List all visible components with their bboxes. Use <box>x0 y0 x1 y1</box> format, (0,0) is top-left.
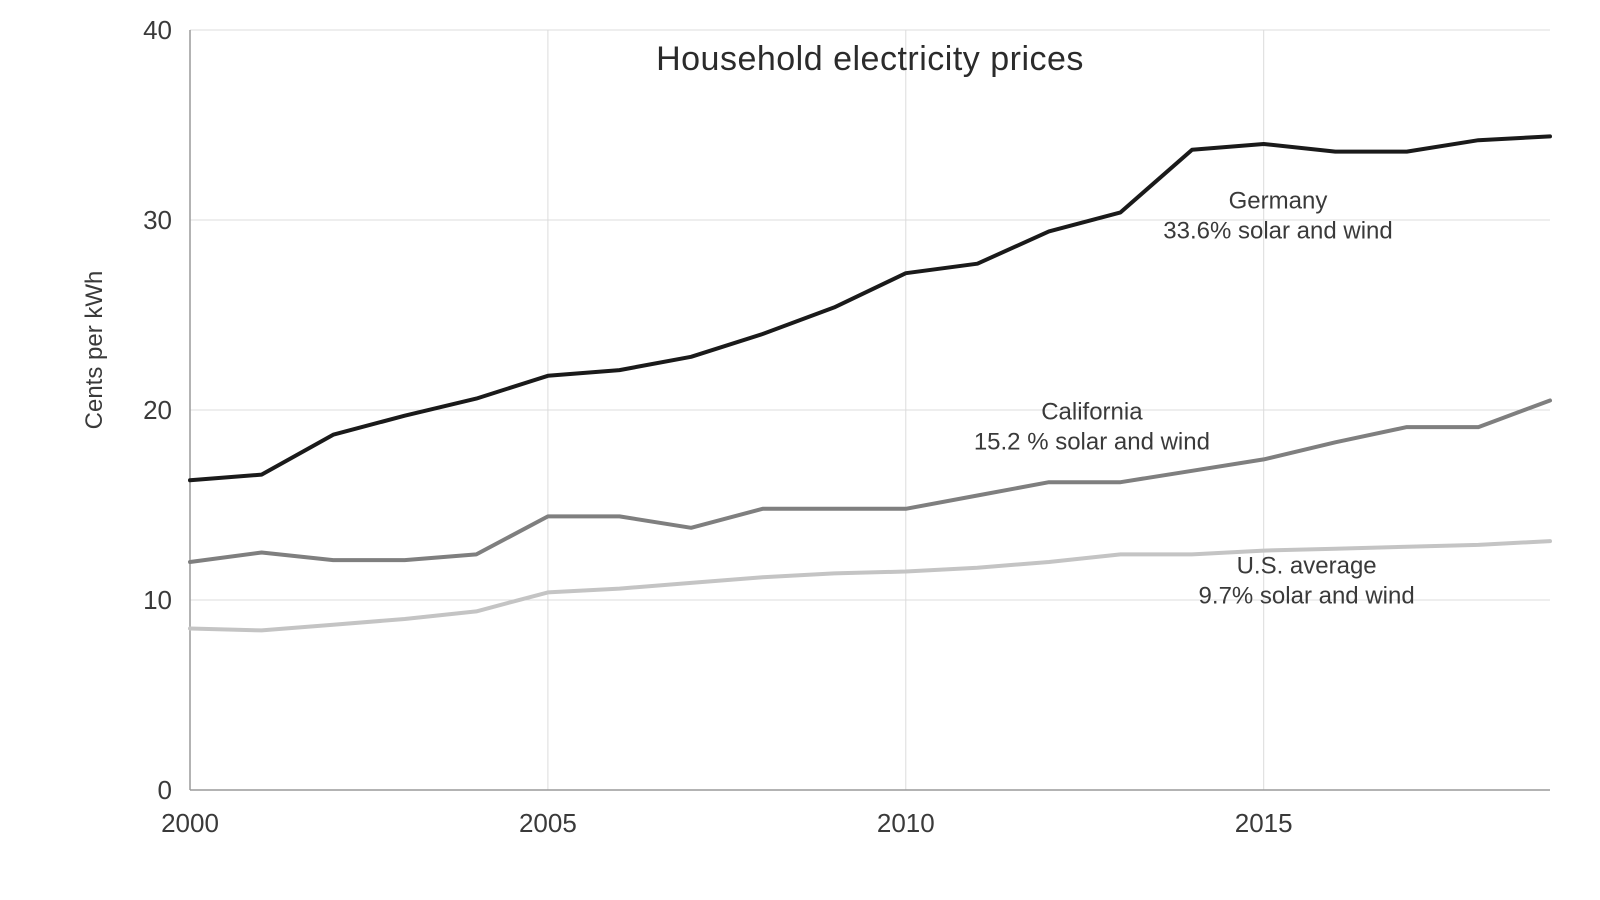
chart-svg: 0 10 20 30 40 2000 2005 2010 2015 Cents per kWh Ho… <box>0 0 1600 900</box>
y-tick-label: 40 <box>143 15 172 45</box>
series-label: U.S. average <box>1237 552 1377 579</box>
y-tick-label: 30 <box>143 205 172 235</box>
y-tick-label: 20 <box>143 395 172 425</box>
x-tick-label: 2005 <box>519 808 577 838</box>
x-tick-label: 2000 <box>161 808 219 838</box>
y-tick-label: 10 <box>143 585 172 615</box>
series-sublabel: 9.7% solar and wind <box>1199 582 1415 609</box>
y-axis-label: Cents per kWh <box>81 271 108 430</box>
x-tick-label: 2015 <box>1235 808 1293 838</box>
x-tick-label: 2010 <box>877 808 935 838</box>
electricity-price-chart: 0 10 20 30 40 2000 2005 2010 2015 Cents per kWh Ho… <box>0 0 1600 900</box>
y-tick-label: 0 <box>158 775 172 805</box>
series-sublabel: 33.6% solar and wind <box>1163 218 1392 245</box>
series-sublabel: 15.2 % solar and wind <box>974 429 1210 456</box>
series-label: Germany <box>1229 188 1328 215</box>
series-label: California <box>1041 399 1143 426</box>
chart-title: Household electricity prices <box>656 40 1084 78</box>
